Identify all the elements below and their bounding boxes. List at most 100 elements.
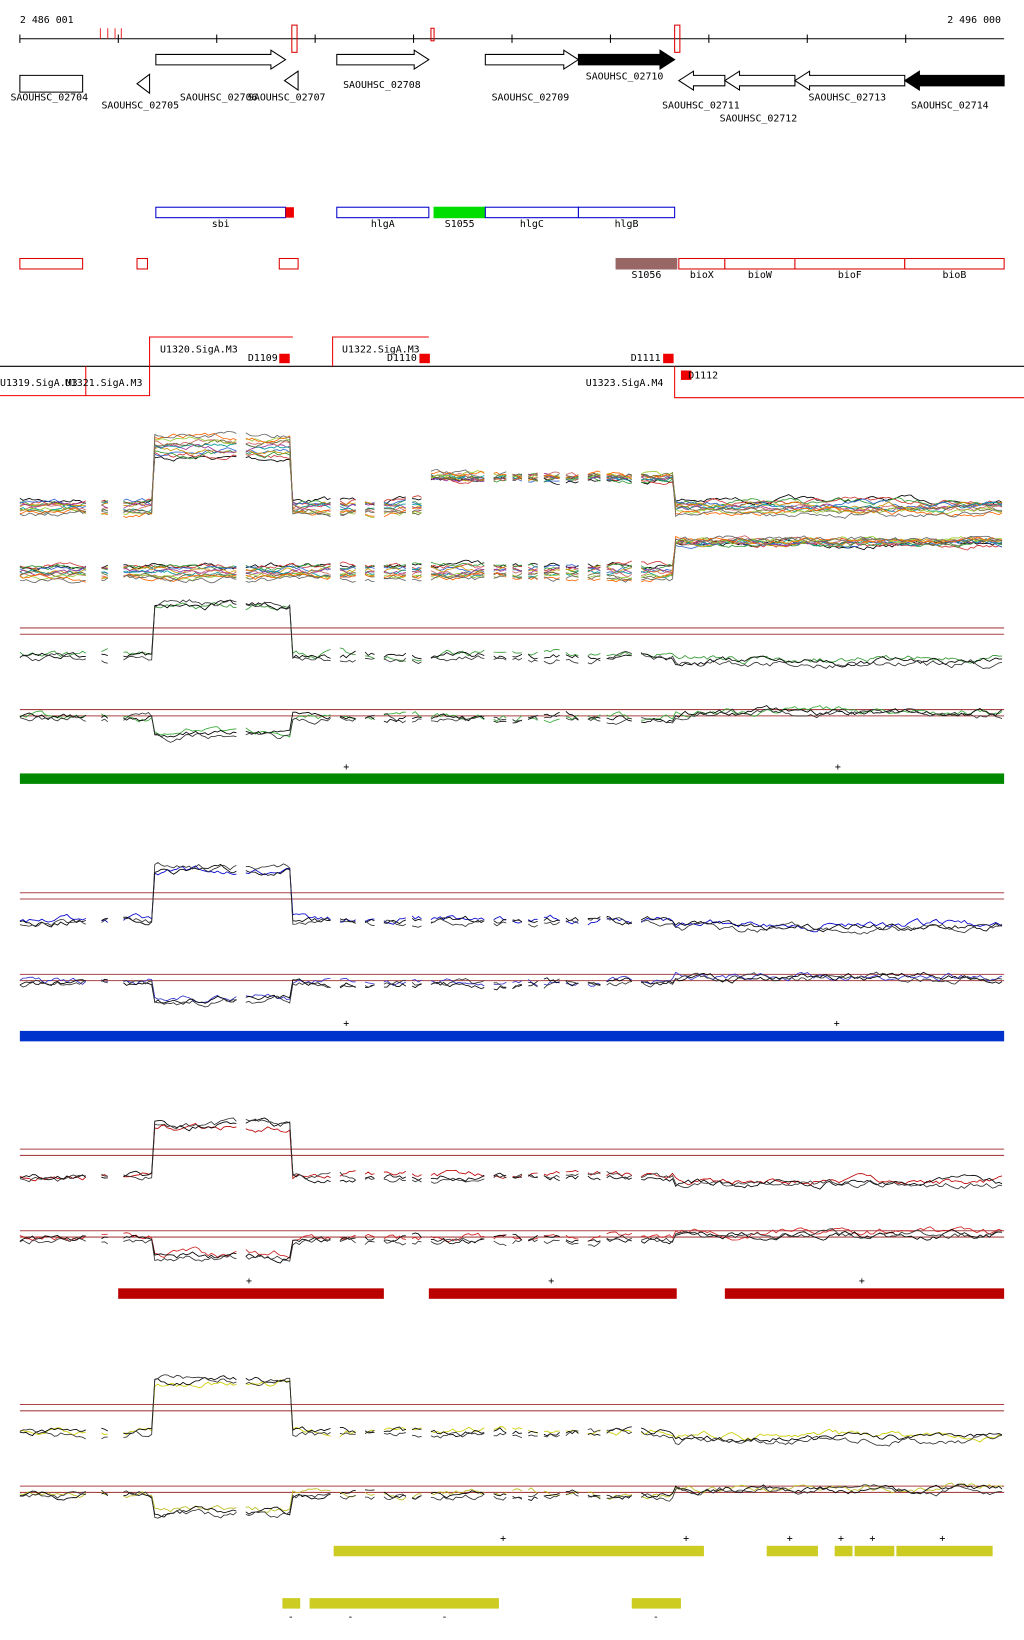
- strand-mark: +: [835, 762, 841, 773]
- strand-bar: [766, 1545, 818, 1557]
- feature-box: [278, 257, 299, 270]
- signal-line: [19, 535, 1003, 579]
- strand-mark: +: [246, 1276, 252, 1287]
- strand-mark: +: [869, 1533, 875, 1544]
- strand-bar: [631, 1598, 681, 1609]
- signal-line: [19, 599, 1003, 668]
- promoter-label: U1320.SigA.M3: [160, 345, 238, 356]
- signal-line: [19, 439, 1003, 514]
- feature-label: bioX: [690, 270, 714, 281]
- gene-arrow: [283, 70, 299, 92]
- signal-line: [19, 1117, 1003, 1190]
- promoter-label: U1323.SigA.M4: [586, 378, 664, 389]
- terminator: [419, 353, 430, 364]
- terminator: [680, 370, 692, 380]
- gene-label: SAOUHSC_02704: [10, 92, 88, 103]
- end-coordinate: 2 496 000: [947, 15, 1001, 26]
- strand-mark: -: [288, 1612, 294, 1623]
- gene-arrow: [19, 74, 84, 93]
- promoter-label: D1109: [248, 353, 278, 364]
- feature-box: [904, 257, 1005, 270]
- strand-mark: +: [343, 1019, 349, 1030]
- promoter-line: [674, 366, 1024, 399]
- feature-box: [577, 206, 676, 219]
- strand-mark: -: [347, 1612, 353, 1623]
- gene-arrow: [136, 73, 151, 95]
- strand-bar: [834, 1545, 853, 1557]
- feature-label: hlgA: [371, 219, 395, 230]
- feature-label: S1055: [445, 219, 475, 230]
- promoter-label: U1322.SigA.M3: [342, 345, 420, 356]
- feature-label: S1056: [631, 270, 661, 281]
- gene-label: SAOUHSC_02711: [662, 101, 740, 112]
- promoter-line: [149, 336, 293, 367]
- signal-line: [19, 1484, 1003, 1519]
- signal-line: [19, 1374, 1003, 1447]
- signal-line: [19, 451, 1003, 508]
- strand-bar: [118, 1288, 384, 1299]
- terminator: [279, 353, 290, 364]
- promoter-label: D1112: [688, 371, 718, 382]
- signal-line: [19, 863, 1003, 933]
- signal-line: [19, 455, 1003, 507]
- gene-label: SAOUHSC_02712: [720, 113, 798, 124]
- signal-line: [19, 439, 1003, 516]
- signal-line: [19, 1226, 1003, 1259]
- strand-mark: +: [548, 1276, 554, 1287]
- strand-bar: [428, 1288, 677, 1299]
- signal-line: [19, 971, 1003, 1008]
- feature-label: bioF: [838, 270, 862, 281]
- signal-line: [19, 536, 1003, 581]
- strand-mark: +: [343, 762, 349, 773]
- terminator: [663, 353, 674, 364]
- gene-label: SAOUHSC_02709: [492, 92, 570, 103]
- feature-box: [724, 257, 796, 270]
- feature-box: [19, 257, 84, 270]
- signal-line: [19, 538, 1003, 579]
- strand-mark: +: [838, 1533, 844, 1544]
- strand-bar: [854, 1545, 895, 1557]
- feature-label: bioB: [942, 270, 966, 281]
- signal-line: [19, 705, 1003, 738]
- strand-bar: [724, 1288, 1005, 1299]
- promoter-line: [85, 366, 151, 397]
- feature-box: [285, 207, 294, 218]
- signal-line: [19, 602, 1003, 665]
- strand-mark: +: [683, 1533, 689, 1544]
- feature-label: bioW: [748, 270, 772, 281]
- signal-line: [19, 538, 1003, 572]
- signal-line: [19, 436, 1003, 518]
- signal-line: [19, 861, 1003, 935]
- signal-line: [19, 599, 1003, 670]
- strand-bar: [896, 1545, 993, 1557]
- signal-line: [19, 971, 1003, 1003]
- gene-label: SAOUHSC_02714: [911, 101, 989, 112]
- gene-label: SAOUHSC_02708: [343, 80, 421, 91]
- promoter-label: D1111: [631, 353, 661, 364]
- signal-line: [19, 1482, 1003, 1513]
- marker: [430, 27, 435, 42]
- feature-box: [155, 206, 287, 219]
- strand-bar: [19, 773, 1005, 784]
- gene-arrow: [484, 49, 580, 71]
- strand-mark: -: [653, 1612, 659, 1623]
- marker: [291, 24, 298, 53]
- gene-arrow: [336, 49, 430, 71]
- gene-arrow: [723, 70, 796, 91]
- promoter-label: U1319.SigA.M3: [0, 378, 78, 389]
- gene-label: SAOUHSC_02706: [180, 92, 258, 103]
- strand-bar: [309, 1598, 499, 1609]
- signal-line: [19, 535, 1003, 584]
- promoter-label: U1321.SigA.M3: [65, 378, 143, 389]
- signal-line: [19, 538, 1003, 575]
- gene-arrow: [903, 70, 1005, 91]
- strand-mark: +: [500, 1533, 506, 1544]
- feature-box: [678, 257, 726, 270]
- strand-mark: +: [787, 1533, 793, 1544]
- signal-line: [19, 1228, 1003, 1262]
- strand-bar: [282, 1598, 301, 1609]
- feature-box: [615, 257, 678, 270]
- strand-mark: +: [939, 1533, 945, 1544]
